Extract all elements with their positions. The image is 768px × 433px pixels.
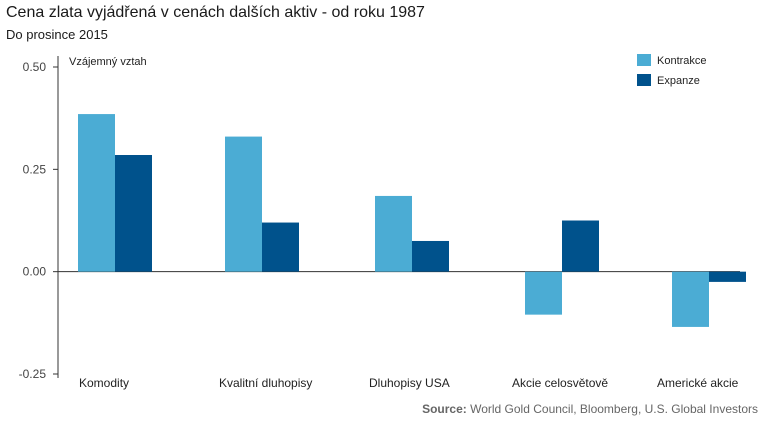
y-tick-label: 0.50: [23, 60, 47, 74]
legend-swatch: [637, 74, 651, 86]
x-category-label: Akcie celosvětově: [512, 376, 608, 390]
bar-expanze-5: [709, 271, 746, 282]
source-text: World Gold Council, Bloomberg, U.S. Glob…: [470, 402, 758, 416]
legend-swatch: [637, 54, 651, 66]
y-tick-label: 0.25: [23, 162, 47, 176]
x-category-label: Americké akcie: [657, 376, 739, 390]
bar-kontrakce-2: [225, 136, 262, 272]
chart-title: Cena zlata vyjádřená v cenách dalších ak…: [6, 4, 425, 21]
y-tick-label: -0.25: [19, 367, 47, 381]
bar-expanze-4: [562, 220, 599, 272]
bar-expanze-1: [115, 155, 152, 272]
x-category-label: Komodity: [79, 376, 129, 390]
y-tick-label: 0.00: [23, 265, 47, 279]
source-note: Source: World Gold Council, Bloomberg, U…: [422, 402, 758, 416]
chart-subtitle: Do prosince 2015: [6, 27, 108, 42]
bar-kontrakce-5: [672, 271, 709, 327]
legend-label: Kontrakce: [657, 55, 707, 67]
y-axis-label: Vzájemný vztah: [69, 56, 147, 68]
x-category-label: Dluhopisy USA: [369, 376, 450, 390]
bar-expanze-2: [262, 222, 299, 272]
legend-label: Expanze: [657, 75, 700, 87]
bar-kontrakce-3: [375, 195, 412, 272]
bar-kontrakce-4: [525, 271, 562, 315]
source-label: Source:: [422, 402, 467, 416]
bar-expanze-3: [412, 240, 449, 272]
x-category-label: Kvalitní dluhopisy: [219, 376, 312, 390]
bar-kontrakce-1: [78, 114, 115, 272]
